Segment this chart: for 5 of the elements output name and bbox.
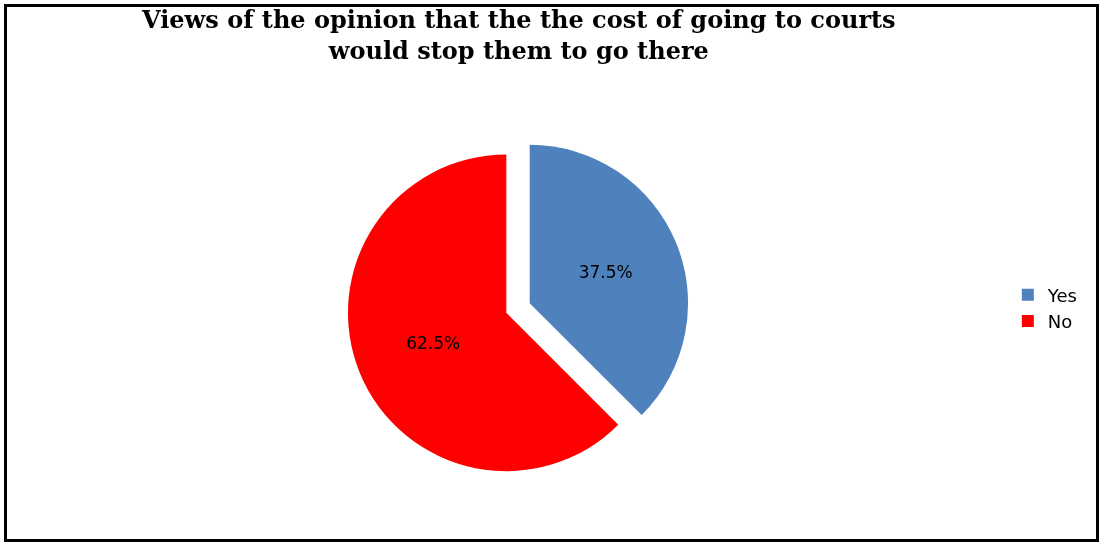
data-label: 37.5% — [578, 261, 633, 282]
legend-label: No — [1047, 311, 1073, 333]
legend-label: Yes — [1046, 284, 1077, 306]
chart-title: Views of the opinion that the the cost of going to courts would stop them to go there — [141, 5, 896, 66]
data-label: 62.5% — [406, 333, 461, 354]
